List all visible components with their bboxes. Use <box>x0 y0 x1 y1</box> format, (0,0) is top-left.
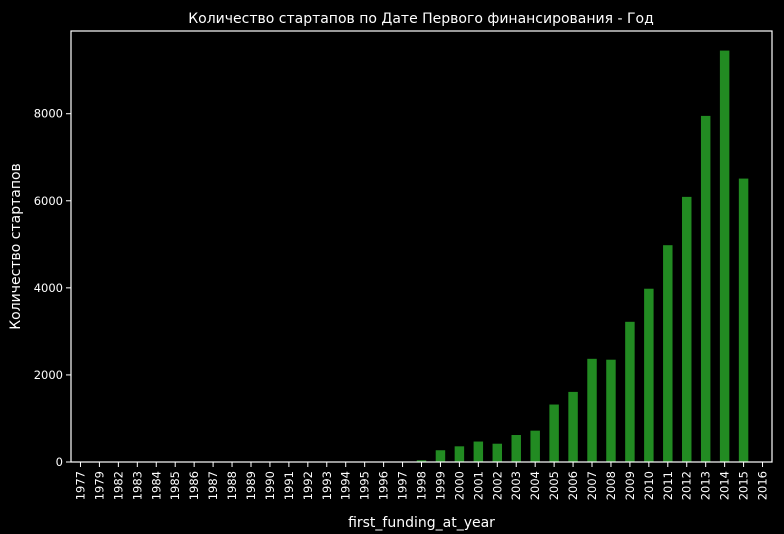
x-tick-label-2003: 2003 <box>509 471 523 500</box>
chart-title: Количество стартапов по Дате Первого фин… <box>188 11 654 27</box>
bar-2000 <box>454 446 465 462</box>
y-tick-label-2000: 2000 <box>34 368 63 382</box>
x-tick-label-1997: 1997 <box>396 471 410 500</box>
bar-2012 <box>682 196 692 462</box>
x-tick-label-2013: 2013 <box>699 471 713 500</box>
x-tick-label-1985: 1985 <box>168 471 182 500</box>
x-tick-label-1983: 1983 <box>130 471 144 500</box>
x-tick-label-1979: 1979 <box>92 471 106 500</box>
bar-1998 <box>416 460 427 462</box>
x-tick-label-1996: 1996 <box>377 471 391 500</box>
x-tick-label-1977: 1977 <box>73 471 87 500</box>
x-tick-label-1999: 1999 <box>433 471 447 500</box>
x-tick-label-1993: 1993 <box>320 471 334 500</box>
x-tick-label-2012: 2012 <box>680 471 694 500</box>
x-tick-label-2006: 2006 <box>566 471 580 500</box>
bar-2013 <box>700 115 711 463</box>
x-tick-label-1991: 1991 <box>282 471 296 500</box>
bar-2009 <box>625 321 635 462</box>
x-axis: 1977 1979 1982 1983 1984 1985 1986 1987 1988 1989… <box>73 462 770 500</box>
plot-frame <box>70 30 773 463</box>
x-tick-label-2002: 2002 <box>490 471 504 500</box>
x-tick-label-2007: 2007 <box>585 471 599 500</box>
bars-group <box>75 50 768 463</box>
y-axis: 0 2000 4000 6000 8000 <box>34 107 71 469</box>
bar-2008 <box>606 359 616 462</box>
bar-2015 <box>738 178 749 463</box>
y-tick-label-8000: 8000 <box>34 107 63 121</box>
x-tick-label-1994: 1994 <box>339 471 353 500</box>
y-tick-label-6000: 6000 <box>34 194 63 208</box>
x-tick-label-2016: 2016 <box>756 471 770 500</box>
bar-2007 <box>587 358 597 462</box>
bar-2010 <box>644 288 654 462</box>
bar-1999 <box>435 450 446 462</box>
x-tick-label-2005: 2005 <box>547 471 561 500</box>
x-tick-label-1984: 1984 <box>149 471 163 500</box>
bar-2002 <box>492 443 503 462</box>
bar-2014 <box>719 50 730 462</box>
x-tick-label-1995: 1995 <box>358 471 372 500</box>
y-axis-label: Количество стартапов <box>8 163 24 330</box>
bar-2003 <box>511 435 521 462</box>
x-tick-label-2004: 2004 <box>528 471 542 500</box>
x-tick-label-2001: 2001 <box>471 471 485 500</box>
x-tick-label-1986: 1986 <box>187 471 201 500</box>
x-tick-label-2014: 2014 <box>718 471 732 500</box>
x-tick-label-1998: 1998 <box>415 471 429 500</box>
x-tick-label-1982: 1982 <box>111 471 125 500</box>
x-tick-label-2015: 2015 <box>737 471 751 500</box>
bar-2011 <box>663 245 673 462</box>
bar-2005 <box>549 404 559 462</box>
x-tick-label-2010: 2010 <box>642 471 656 500</box>
x-tick-label-1987: 1987 <box>206 471 220 500</box>
x-tick-label-2011: 2011 <box>661 471 675 500</box>
x-tick-label-1990: 1990 <box>263 471 277 500</box>
bar-2001 <box>473 441 484 462</box>
x-tick-label-2009: 2009 <box>623 471 637 500</box>
x-tick-label-2008: 2008 <box>604 471 618 500</box>
y-tick-label-4000: 4000 <box>34 281 63 295</box>
bar-2004 <box>530 430 540 462</box>
x-tick-label-2000: 2000 <box>452 471 466 500</box>
bar-2006 <box>568 391 578 462</box>
y-tick-label-0: 0 <box>56 455 63 469</box>
x-tick-label-1989: 1989 <box>244 471 258 500</box>
x-tick-label-1992: 1992 <box>301 471 315 500</box>
x-axis-label: first_funding_at_year <box>348 515 495 531</box>
x-tick-label-1988: 1988 <box>225 471 239 500</box>
